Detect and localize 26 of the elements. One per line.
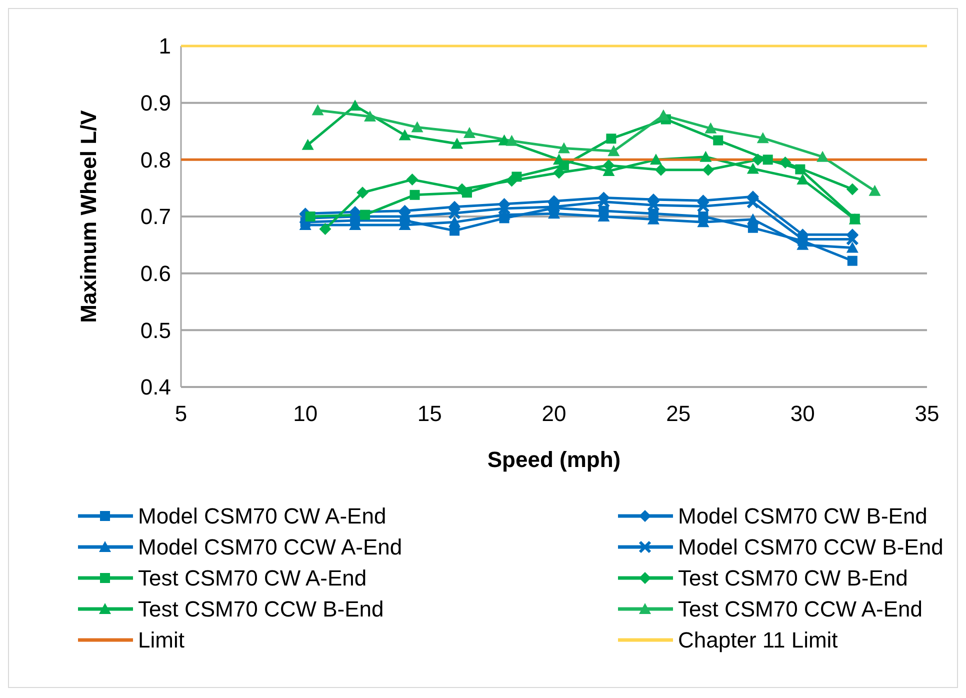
- x-axis-title: Speed (mph): [487, 447, 621, 472]
- legend-label: Model CSM70 CW B-End: [678, 504, 928, 529]
- legend-label: Test CSM70 CW B-End: [678, 566, 908, 591]
- x-tick-label: 20: [542, 401, 566, 426]
- y-tick-label: 0.7: [140, 204, 171, 230]
- x-tick-label: 35: [914, 401, 940, 426]
- y-tick-label: 0.4: [140, 374, 171, 400]
- y-axis-title: Maximum Wheel L/V: [76, 110, 101, 323]
- legend-label: Test CSM70 CCW B-End: [138, 596, 384, 622]
- legend-label: Model CSM70 CW A-End: [138, 504, 386, 529]
- legend-label: Chapter 11 Limit: [678, 628, 838, 653]
- legend-label: Test CSM70 CW A-End: [138, 566, 367, 591]
- legend-label: Limit: [138, 628, 184, 653]
- x-tick-label: 15: [417, 401, 442, 426]
- legend-label: Model CSM70 CCW A-End: [138, 534, 402, 560]
- x-tick-label: 30: [790, 401, 815, 426]
- legend-label: Model CSM70 CCW B-End: [678, 534, 944, 560]
- legend-label: Test CSM70 CCW A-End: [678, 596, 923, 622]
- x-tick-label: 5: [174, 401, 188, 426]
- y-tick-label: 0.6: [140, 261, 171, 286]
- x-tick-label: 10: [293, 401, 318, 426]
- y-tick-label: 0.5: [140, 318, 171, 343]
- y-tick-label: 1: [158, 34, 171, 59]
- y-tick-label: 0.8: [140, 147, 171, 172]
- x-tick-label: 25: [666, 401, 691, 426]
- y-tick-label: 0.9: [140, 90, 171, 116]
